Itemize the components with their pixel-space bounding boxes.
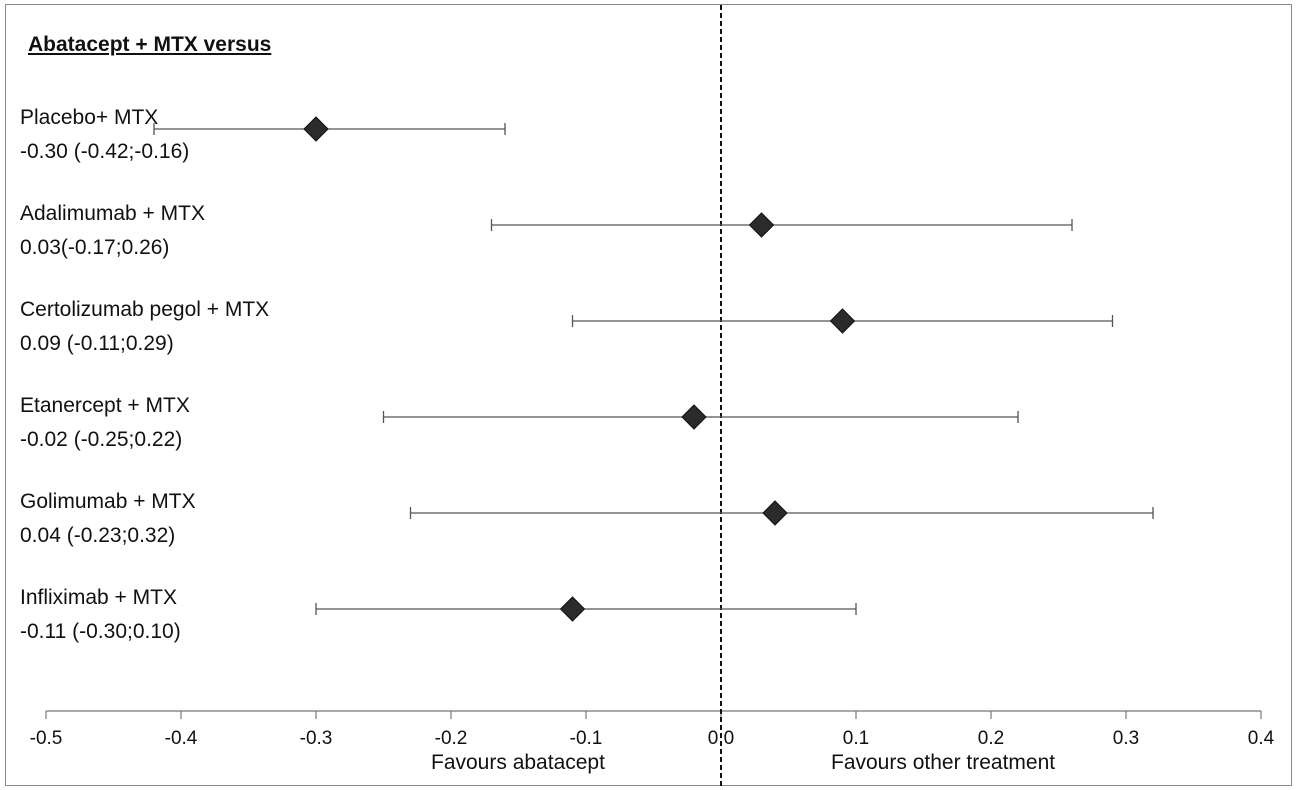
row-name: Adalimumab + MTX bbox=[20, 202, 205, 225]
row-name: Etanercept + MTX bbox=[20, 394, 190, 417]
point-estimate-marker bbox=[681, 404, 707, 430]
favours-left-label: Favours abatacept bbox=[431, 751, 605, 774]
chart-frame: -0.5 -0.4 -0.3 -0.2 -0.1 0.0 0.1 0.2 0.3 0.4 Favou… bbox=[5, 4, 1292, 787]
row-estimate: 0.09 (-0.11;0.29) bbox=[20, 332, 174, 355]
chart-title: Abatacept + MTX versus bbox=[28, 33, 272, 56]
x-tick-label: -0.3 bbox=[300, 728, 333, 749]
row-label: Adalimumab + MTX 0.03(-0.17;0.26) bbox=[20, 197, 205, 265]
row-name: Placebo+ MTX bbox=[20, 106, 159, 129]
row-label: Golimumab + MTX 0.04 (-0.23;0.32) bbox=[20, 485, 196, 553]
favours-right-label: Favours other treatment bbox=[831, 751, 1055, 774]
x-tick-label: 0.0 bbox=[708, 728, 734, 749]
row-estimate: 0.03(-0.17;0.26) bbox=[20, 236, 170, 259]
x-tick-label: 0.1 bbox=[843, 728, 869, 749]
row-label: Certolizumab pegol + MTX 0.09 (-0.11;0.29… bbox=[20, 293, 269, 361]
point-estimate-marker bbox=[748, 212, 775, 238]
point-estimate-marker bbox=[762, 500, 788, 526]
row-label: Etanercept + MTX -0.02 (-0.25;0.22) bbox=[20, 389, 190, 457]
point-estimate-marker bbox=[829, 308, 856, 334]
row-label: Infliximab + MTX -0.11 (-0.30;0.10) bbox=[20, 581, 181, 649]
row-estimate: -0.30 (-0.42;-0.16) bbox=[20, 140, 190, 163]
x-tick-label: -0.2 bbox=[435, 728, 468, 749]
x-tick-label: -0.5 bbox=[30, 728, 63, 749]
row-name: Infliximab + MTX bbox=[20, 586, 177, 609]
x-tick-label: 0.3 bbox=[1113, 728, 1139, 749]
x-tick-label: 0.2 bbox=[978, 728, 1004, 749]
x-tick-label: -0.1 bbox=[570, 728, 603, 749]
forest-plot: -0.5 -0.4 -0.3 -0.2 -0.1 0.0 0.1 0.2 0.3 0.4 Favou… bbox=[30, 5, 1275, 787]
point-estimate-marker bbox=[559, 596, 586, 622]
row-name: Certolizumab pegol + MTX bbox=[20, 298, 270, 321]
point-estimate-marker bbox=[303, 116, 329, 142]
x-tick-label: -0.4 bbox=[165, 728, 198, 749]
row-estimate: 0.04 (-0.23;0.32) bbox=[20, 524, 176, 547]
row-name: Golimumab + MTX bbox=[20, 490, 196, 513]
row-label: Placebo+ MTX -0.30 (-0.42;-0.16) bbox=[20, 101, 189, 169]
row-estimate: -0.02 (-0.25;0.22) bbox=[20, 428, 183, 451]
row-estimate: -0.11 (-0.30;0.10) bbox=[20, 620, 181, 643]
x-tick-label: 0.4 bbox=[1248, 728, 1275, 749]
